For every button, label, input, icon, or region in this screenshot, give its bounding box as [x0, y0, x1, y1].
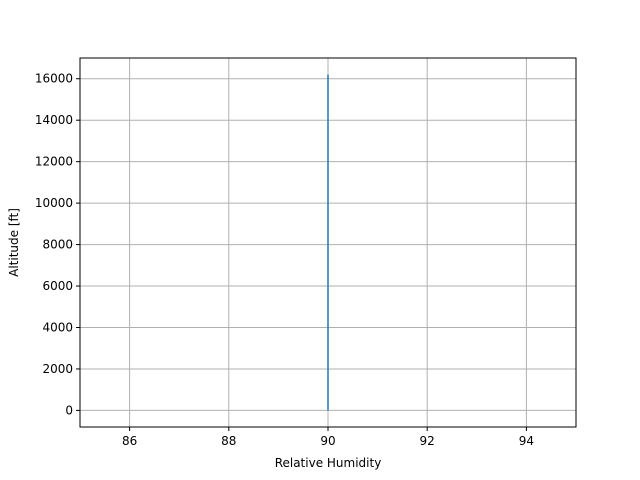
x-tick-label: 94 [519, 434, 534, 448]
y-tick-label: 4000 [42, 320, 73, 334]
y-tick-label: 6000 [42, 279, 73, 293]
y-axis-label: Altitude [ft] [7, 208, 21, 277]
x-tick-label: 86 [122, 434, 137, 448]
x-tick-label: 92 [420, 434, 435, 448]
y-tick-label: 10000 [35, 196, 73, 210]
x-tick-label: 88 [221, 434, 236, 448]
y-tick-label: 8000 [42, 238, 73, 252]
x-tick-label: 90 [320, 434, 335, 448]
y-tick-label: 2000 [42, 362, 73, 376]
y-tick-label: 0 [65, 403, 73, 417]
y-tick-label: 16000 [35, 72, 73, 86]
y-tick-label: 14000 [35, 113, 73, 127]
y-axis: 0 2000 4000 6000 8000 10000 12000 14000 16000 [35, 72, 80, 417]
y-tick-label: 12000 [35, 155, 73, 169]
x-axis-label: Relative Humidity [275, 456, 382, 470]
x-axis: 86 88 90 92 94 [122, 427, 534, 448]
